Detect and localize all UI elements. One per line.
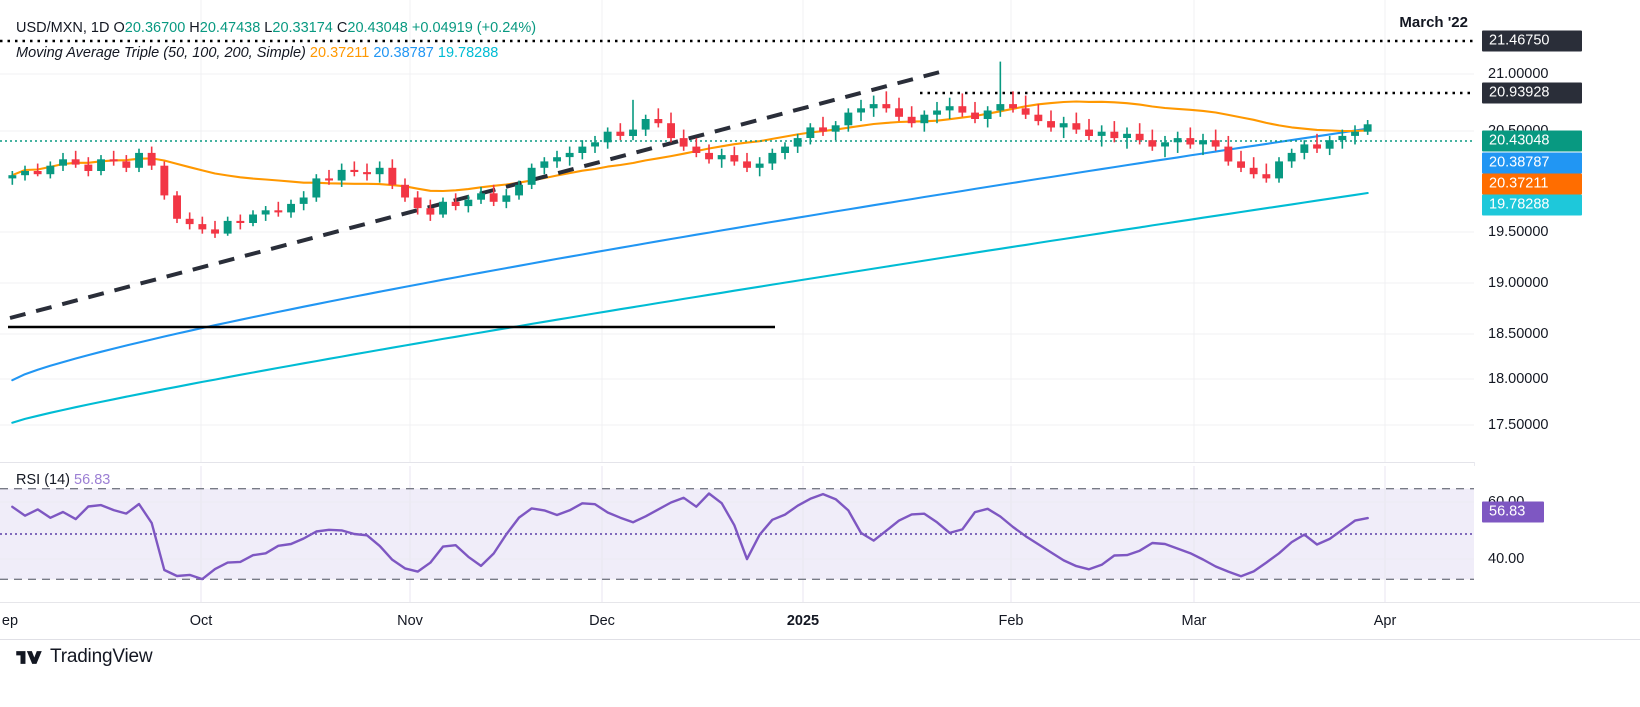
- price-badge-resistance[interactable]: 20.93928: [1482, 82, 1582, 104]
- tradingview-mark-icon: [16, 650, 42, 664]
- price-axis-tick: 19.50000: [1488, 224, 1549, 240]
- price-chart-pane[interactable]: [0, 0, 1474, 462]
- price-badge-last-close[interactable]: 20.43048: [1482, 130, 1582, 152]
- time-axis[interactable]: ep Oct Nov Dec 2025 Feb Mar Apr: [0, 602, 1640, 640]
- rsi-chart-canvas: [0, 466, 1474, 602]
- price-axis-tick: 19.00000: [1488, 275, 1549, 291]
- price-axis-tick: 18.50000: [1488, 326, 1549, 342]
- time-axis-tick: Apr: [1373, 613, 1397, 629]
- time-axis-tick: Mar: [1181, 613, 1207, 629]
- rsi-badge-value[interactable]: 56.83: [1482, 501, 1544, 523]
- rsi-chart-pane[interactable]: [0, 466, 1474, 602]
- rsi-legend: RSI (14) 56.83: [16, 472, 110, 488]
- price-badge-ma50[interactable]: 20.37211: [1482, 173, 1582, 195]
- march-annotation-label: March '22: [1399, 14, 1468, 31]
- price-badge-high-level[interactable]: 21.46750: [1482, 30, 1582, 52]
- rsi-legend-title[interactable]: RSI (14): [16, 472, 70, 488]
- price-badge-ma100[interactable]: 20.38787: [1482, 152, 1582, 174]
- price-axis[interactable]: 21.0000020.5000019.5000019.0000018.50000…: [1474, 0, 1640, 462]
- time-axis-tick: Feb: [998, 613, 1024, 629]
- tradingview-logo[interactable]: TradingView: [16, 646, 153, 668]
- time-axis-tick: Nov: [397, 613, 423, 629]
- price-badge-ma200[interactable]: 19.78288: [1482, 194, 1582, 216]
- price-chart-canvas: [0, 0, 1474, 462]
- time-axis-tick: ep: [1, 613, 19, 629]
- time-axis-tick: Dec: [589, 613, 615, 629]
- time-axis-tick: 2025: [786, 613, 820, 629]
- price-axis-tick: 18.00000: [1488, 371, 1549, 387]
- rsi-axis-tick: 40.00: [1488, 551, 1525, 567]
- time-axis-tick: Oct: [189, 613, 213, 629]
- pane-separator: [0, 462, 1474, 463]
- price-axis-tick: 17.50000: [1488, 417, 1549, 433]
- rsi-legend-value: 56.83: [74, 472, 111, 488]
- tradingview-wordmark: TradingView: [50, 646, 153, 667]
- price-axis-tick: 21.00000: [1488, 66, 1549, 82]
